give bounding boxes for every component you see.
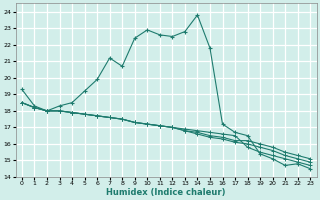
- X-axis label: Humidex (Indice chaleur): Humidex (Indice chaleur): [106, 188, 226, 197]
